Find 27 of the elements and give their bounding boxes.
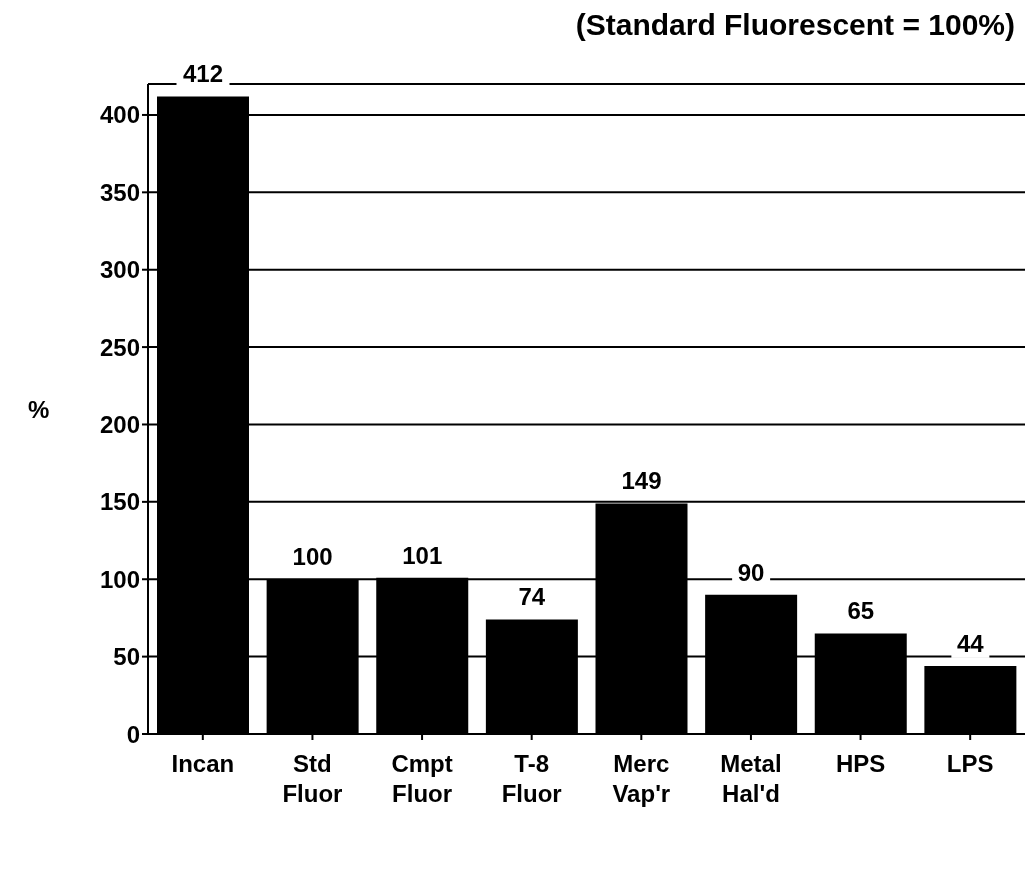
x-tick-label: Metal Hal'd — [720, 750, 782, 807]
data-label: 74 — [518, 583, 546, 611]
y-tick-label: 200 — [99, 411, 140, 438]
y-tick-label: 0 — [126, 720, 140, 748]
x-tick-label: Std Fluor — [282, 750, 343, 807]
x-tick-label: Cmpt Fluor — [391, 750, 453, 807]
y-tick-label: 100 — [99, 565, 140, 593]
y-tick-label: 400 — [99, 101, 140, 129]
x-tick-label: T-8 Fluor — [501, 750, 562, 807]
data-label: 44 — [957, 629, 985, 657]
y-tick-label: 300 — [99, 256, 140, 284]
y-tick-label: 150 — [99, 488, 140, 516]
chart-subtitle: (Standard Fluorescent = 100%) — [574, 8, 1016, 43]
y-tick-label: 350 — [99, 178, 140, 206]
x-tick-label: HPS — [835, 750, 886, 777]
data-label: 412 — [182, 60, 224, 88]
data-label: 90 — [737, 558, 765, 586]
y-tick-label: 250 — [99, 333, 140, 361]
data-label: 101 — [402, 541, 443, 569]
x-tick-label: Merc Vap'r — [612, 750, 671, 807]
y-axis-title: % — [28, 395, 50, 423]
y-tick-label: 50 — [113, 643, 140, 671]
data-label: 149 — [621, 467, 662, 495]
x-tick-label: Incan — [171, 750, 235, 777]
x-tick-label: LPS — [946, 750, 994, 777]
data-label: 65 — [847, 597, 875, 625]
data-label: 100 — [292, 543, 333, 571]
